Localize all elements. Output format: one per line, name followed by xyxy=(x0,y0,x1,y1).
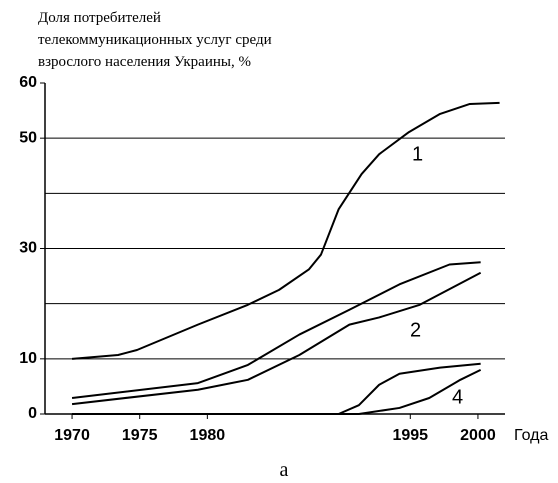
y-tick-label: 10 xyxy=(19,350,37,367)
y-tick-label: 0 xyxy=(28,405,37,422)
line xyxy=(71,271,482,406)
y-tick-label: 50 xyxy=(19,129,37,146)
y-tick-label: 30 xyxy=(19,240,37,257)
title-line: телекоммуникационных услуг среди xyxy=(38,32,272,48)
line xyxy=(72,368,482,415)
annotation: 1 xyxy=(412,143,423,165)
line xyxy=(71,101,500,360)
x-tick-label: 1970 xyxy=(54,427,90,444)
x-tick-label: 2000 xyxy=(460,427,496,444)
title-line: Доля потребителей xyxy=(38,10,161,26)
line xyxy=(71,261,481,399)
x-tick-label: 1975 xyxy=(122,427,158,444)
annotation: 2 xyxy=(410,319,421,341)
x-tick-label: 1980 xyxy=(190,427,226,444)
caption: а xyxy=(280,459,289,481)
y-tick-label: 60 xyxy=(19,74,37,91)
x-tick-label: 1995 xyxy=(392,427,428,444)
annotation: 4 xyxy=(452,386,463,408)
title-line: взрослого населения Украины, % xyxy=(38,54,251,70)
x-axis-label: Года xyxy=(514,427,548,444)
line xyxy=(72,362,481,415)
